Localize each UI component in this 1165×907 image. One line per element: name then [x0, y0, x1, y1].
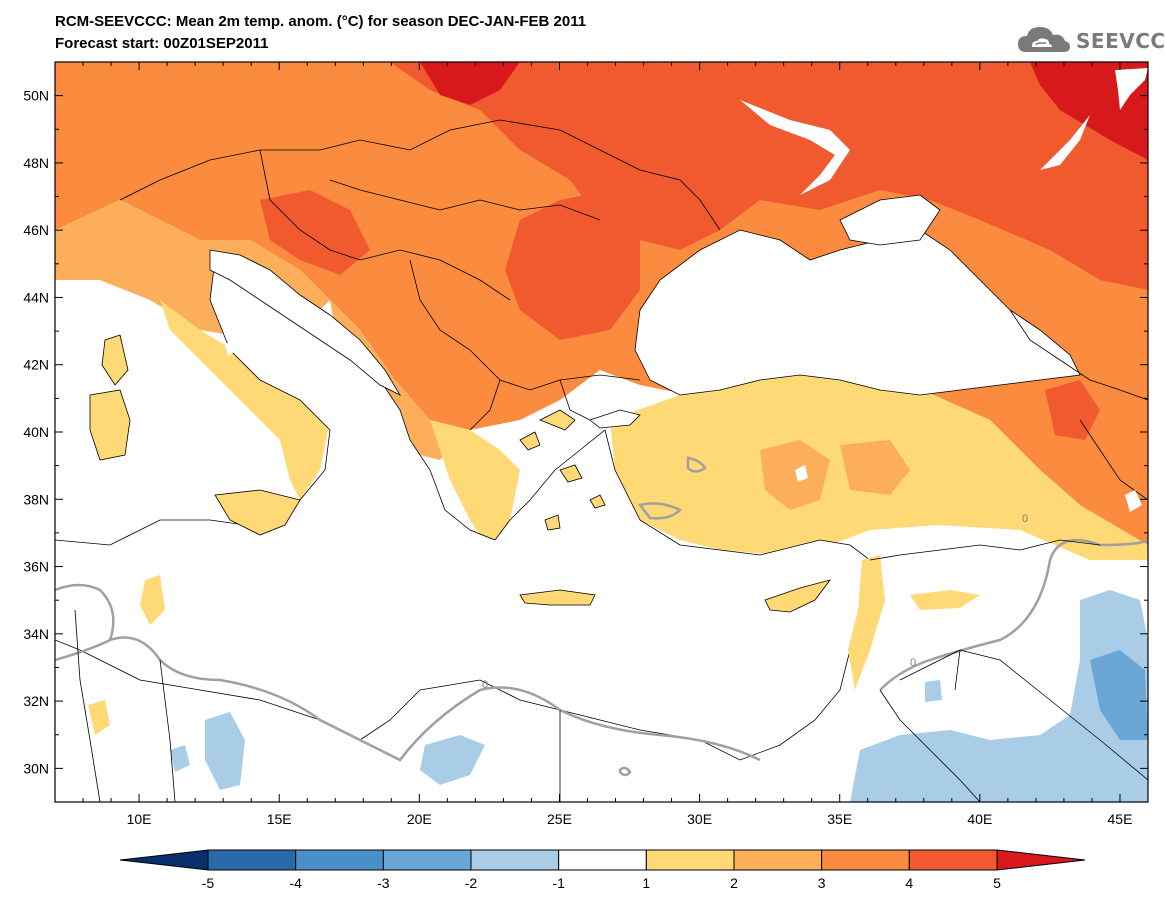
anomaly-patch-levant [848, 555, 885, 690]
lon-label: 40E [967, 811, 992, 827]
lat-label: 32N [23, 693, 49, 709]
latitude-axis: 50N 48N 46N 44N 42N 40N 38N 36N 34N 32N 30N [23, 88, 1148, 776]
anomaly-patch-central-turkey [760, 440, 830, 510]
sicily-island [214, 489, 301, 536]
colorbar-tick-label: 3 [818, 875, 826, 891]
contour-label-0-east: 0 [910, 657, 916, 669]
lon-label: 20E [407, 811, 432, 827]
lat-label: 48N [23, 155, 49, 171]
aegean-islands [519, 409, 606, 531]
colorbar-segment [645, 849, 735, 871]
country-borders [74, 119, 1148, 802]
colorbar-arrow-left [119, 849, 209, 871]
logo-text: SEEVCCC [1076, 29, 1165, 53]
colorbar-segment [295, 849, 384, 871]
anomaly-core-caucasus [1045, 380, 1100, 440]
colorbar-segment [733, 849, 823, 871]
colorbar-segment [821, 849, 910, 871]
colorbar-tick-label: -4 [289, 875, 302, 891]
crete-island [519, 589, 596, 606]
mediterranean-sea [55, 259, 871, 761]
map-panel: 0 0 0 [55, 62, 1148, 802]
cloud-icon [1018, 27, 1070, 52]
colorbar-tick-label: -3 [377, 875, 390, 891]
black-sea [634, 229, 1081, 396]
colorbar-segment [207, 849, 297, 871]
colorbar-legend: -5 -4 -3 -2 -1 1 2 3 4 5 [119, 849, 1086, 891]
lat-label: 44N [23, 289, 49, 305]
map-title: RCM-SEEVCCC: Mean 2m temp. anom. (°C) fo… [55, 13, 587, 30]
anomaly-cool-egypt [420, 735, 485, 785]
anomaly-patch-syria [910, 590, 980, 610]
lon-label: 30E [687, 811, 712, 827]
lat-label: 36N [23, 559, 49, 575]
lat-label: 40N [23, 424, 49, 440]
colorbar-tick-label: 1 [642, 875, 650, 891]
adriatic-sea [209, 249, 402, 396]
anomaly-cool-jordan [925, 680, 942, 702]
anomaly-core-romania [505, 190, 640, 340]
forecast-start-label: Forecast start: 00Z01SEP2011 [55, 35, 269, 52]
lon-label: 25E [547, 811, 572, 827]
colorbar-tick-label: -5 [202, 875, 215, 891]
lat-label: 42N [23, 357, 49, 373]
contour-label-0-turkey: 0 [1022, 513, 1028, 525]
lon-label: 45E [1108, 811, 1133, 827]
colorbar-segment [908, 849, 998, 871]
anomaly-patch-libya [88, 700, 110, 735]
anomaly-cool-small [170, 745, 190, 772]
colorbar-segment [558, 849, 647, 871]
marmara-sea [589, 409, 641, 429]
anomaly-patch-east-turkey [840, 440, 910, 495]
colorbar-segment [382, 849, 472, 871]
anomaly-patch-italy [160, 300, 330, 500]
colorbar-segment [470, 849, 560, 871]
no-data-gaps [225, 68, 1148, 512]
seevccc-logo: SEEVCCC [1016, 22, 1165, 58]
lon-label: 15E [267, 811, 292, 827]
colorbar-tick-label: -2 [465, 875, 478, 891]
anomaly-cool-arabia [850, 590, 1148, 802]
lat-label: 34N [23, 626, 49, 642]
colorbar-tick-label: 4 [905, 875, 913, 891]
corsica-island [101, 334, 129, 386]
colorbar-tick-label: -1 [552, 875, 565, 891]
lat-label: 50N [23, 88, 49, 104]
contour-label-0: 0 [482, 679, 488, 691]
lat-label: 38N [23, 491, 49, 507]
colorbar-tick-label: 5 [993, 875, 1001, 891]
lon-label: 35E [827, 811, 852, 827]
sardinia-island [89, 389, 131, 461]
anomaly-cool-arabia-core [1090, 650, 1148, 740]
anomaly-band-2-3-balkans [330, 300, 470, 460]
colorbar-arrow-right [996, 849, 1086, 871]
cyprus-island [764, 579, 832, 613]
zero-contours [55, 456, 1148, 777]
anomaly-core-ukraine [390, 62, 1148, 290]
anomaly-patch-tunisia [140, 575, 165, 625]
longitude-axis: 10E 15E 20E 25E 30E 35E 40E 45E [82, 62, 1133, 827]
azov-sea [839, 194, 941, 246]
colorbar-tick-label: 2 [730, 875, 738, 891]
lon-label: 10E [127, 811, 152, 827]
anomaly-cool-libya [205, 712, 245, 790]
anomaly-patch-greece [430, 420, 520, 550]
anomaly-core-north-ukraine [420, 62, 520, 105]
lat-label: 30N [23, 760, 49, 776]
lat-label: 46N [23, 222, 49, 238]
